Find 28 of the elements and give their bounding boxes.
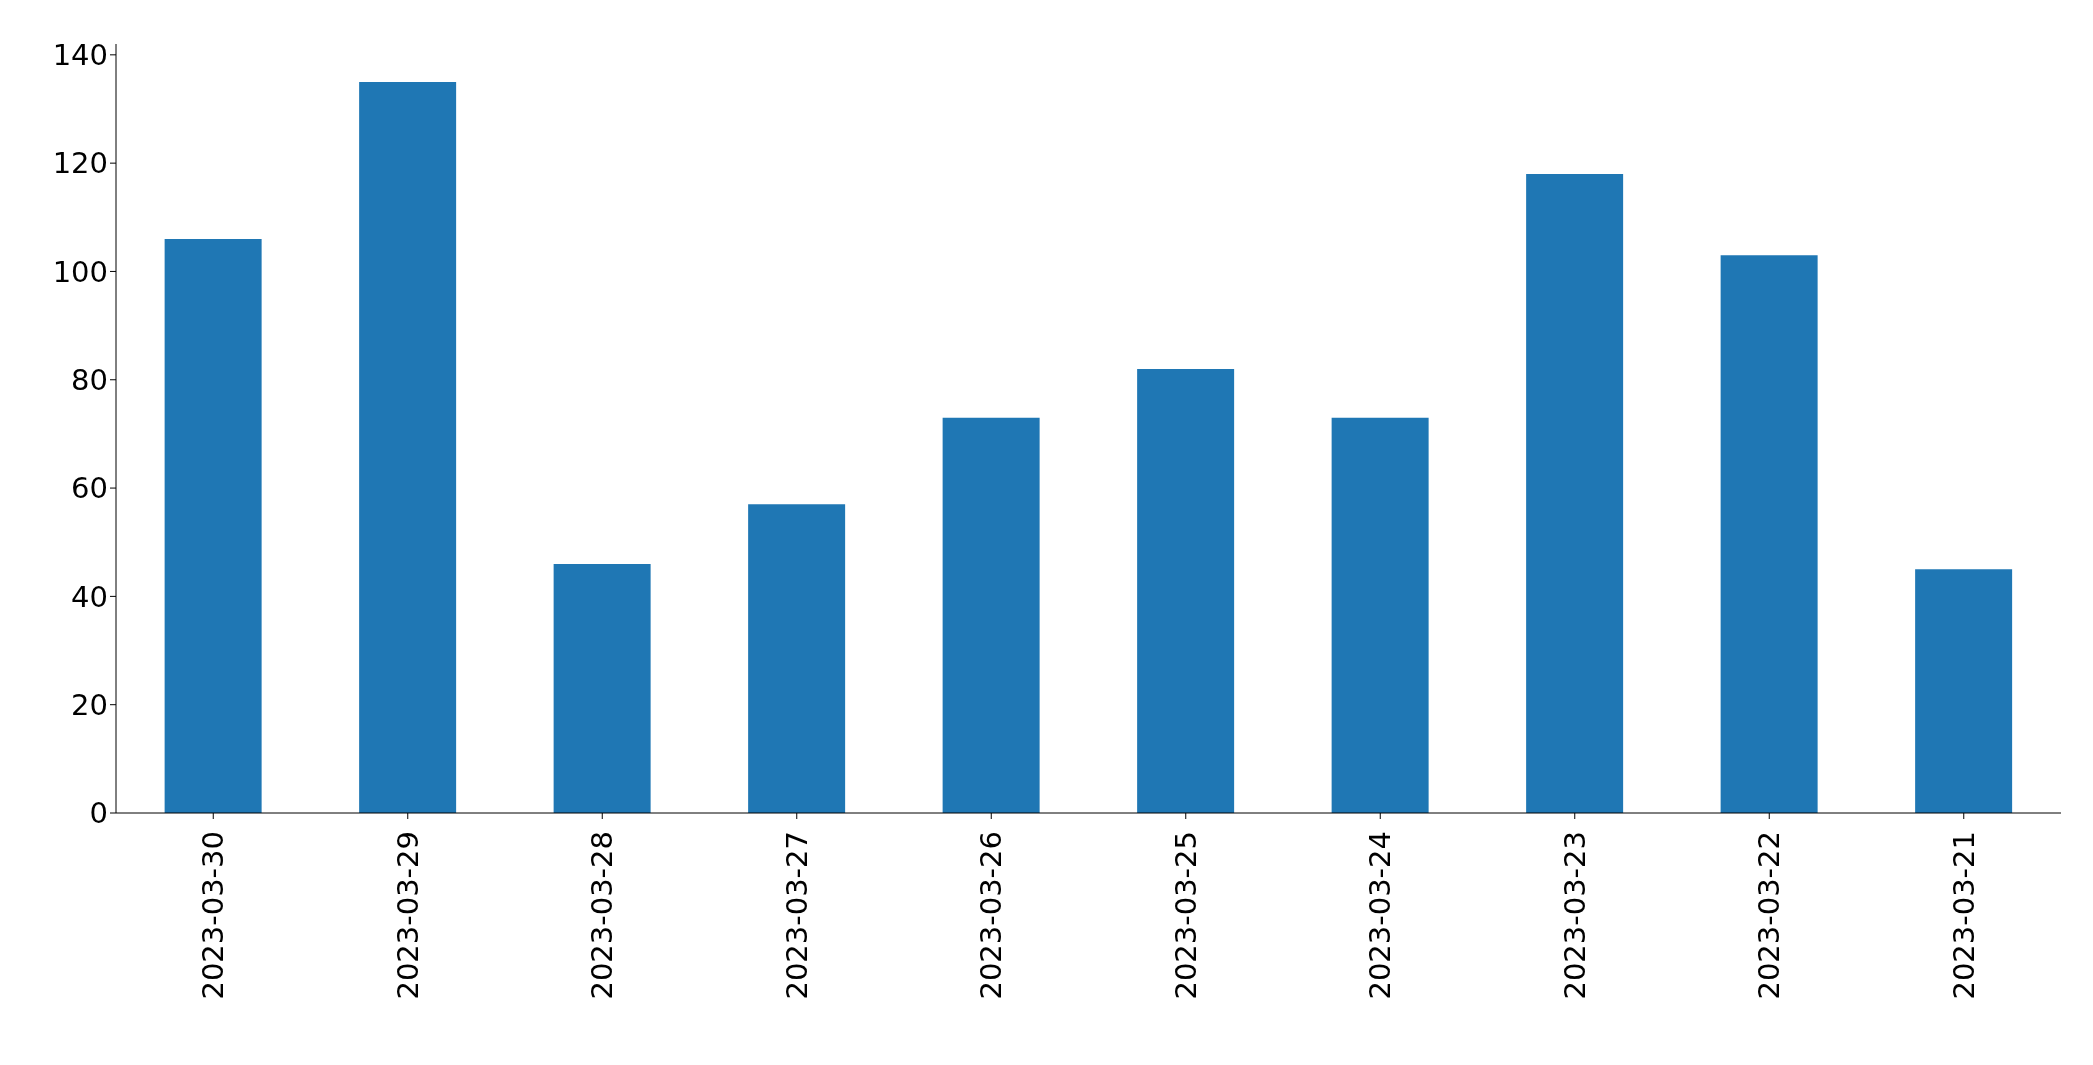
bar — [1526, 173, 1624, 813]
bar — [748, 504, 846, 813]
y-tick-label: 40 — [71, 579, 108, 614]
y-tick-label: 20 — [71, 687, 108, 722]
x-tick-label: 2023-03-28 — [585, 831, 620, 1000]
x-tick-label: 2023-03-21 — [1946, 831, 1981, 1000]
bar — [1720, 255, 1818, 813]
bar — [1331, 417, 1429, 813]
y-tick-label: 140 — [52, 38, 108, 73]
x-tick-label: 2023-03-26 — [974, 831, 1009, 1000]
x-tick-label: 2023-03-29 — [390, 831, 425, 1000]
x-tick-label: 2023-03-24 — [1363, 831, 1398, 1000]
bar — [942, 417, 1040, 813]
bar — [1915, 569, 2013, 813]
x-tick-label: 2023-03-30 — [196, 831, 231, 1000]
x-tick-label: 2023-03-27 — [779, 831, 814, 1000]
bar — [1137, 368, 1235, 813]
y-tick-label: 120 — [52, 146, 108, 181]
x-tick-label: 2023-03-22 — [1752, 831, 1787, 1000]
y-tick-label: 60 — [71, 471, 108, 506]
y-tick-label: 0 — [89, 796, 108, 831]
y-tick-label: 80 — [71, 363, 108, 398]
x-tick-label: 2023-03-25 — [1168, 831, 1203, 1000]
x-tick-label: 2023-03-23 — [1557, 831, 1592, 1000]
bar — [359, 81, 457, 813]
bar — [164, 238, 262, 813]
y-tick-label: 100 — [52, 254, 108, 289]
bar — [553, 563, 651, 813]
